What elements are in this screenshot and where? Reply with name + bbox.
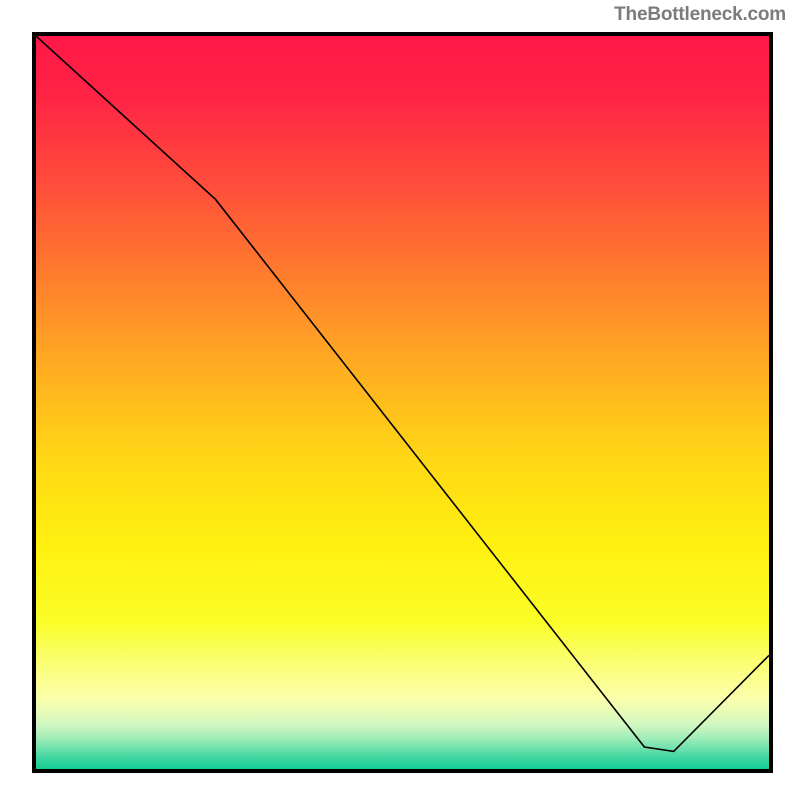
chart-frame <box>32 32 773 773</box>
watermark-text: TheBottleneck.com <box>614 4 786 26</box>
chart-line-layer <box>36 36 769 769</box>
chart-series-line <box>36 36 769 751</box>
